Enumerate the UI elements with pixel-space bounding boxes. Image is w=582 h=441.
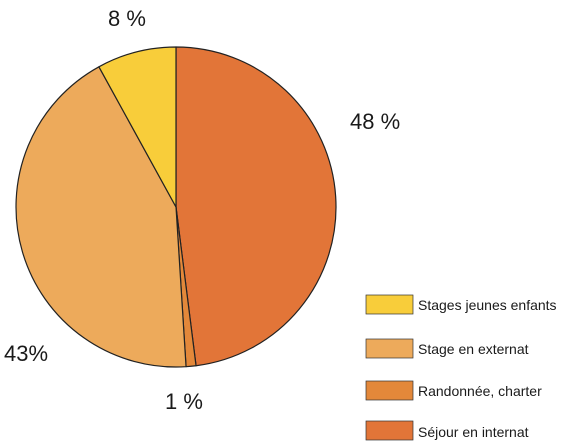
pie-slice-labels: 48 % 1 % 43% 8 % — [4, 6, 400, 414]
slice-label-stage-en-externat: 43% — [4, 341, 48, 366]
legend-label-randonnee-charter: Randonnée, charter — [418, 383, 542, 399]
legend-swatch-randonnee-charter — [365, 380, 414, 401]
legend-swatch-sejour-en-internat — [365, 420, 414, 441]
slice-label-randonnee-charter: 1 % — [165, 389, 203, 414]
legend-label-stage-en-externat: Stage en externat — [418, 341, 529, 357]
legend-label-stages-jeunes-enfants: Stages jeunes enfants — [418, 297, 557, 313]
pie-slice-stage-en-externat — [15, 66, 187, 368]
pie-slices — [15, 46, 337, 368]
legend-label-sejour-en-internat: Séjour en internat — [418, 424, 529, 440]
slice-label-stages-jeunes-enfants: 8 % — [108, 6, 146, 31]
pie-slice-stages-jeunes-enfants — [98, 46, 177, 208]
legend-swatch-stage-en-externat — [365, 338, 414, 359]
pie-slice-sejour-en-internat — [175, 46, 337, 367]
legend: Stages jeunes enfants Stage en externat … — [365, 294, 557, 441]
legend-swatch-stages-jeunes-enfants — [365, 294, 414, 315]
slice-label-sejour-en-internat: 48 % — [350, 109, 400, 134]
